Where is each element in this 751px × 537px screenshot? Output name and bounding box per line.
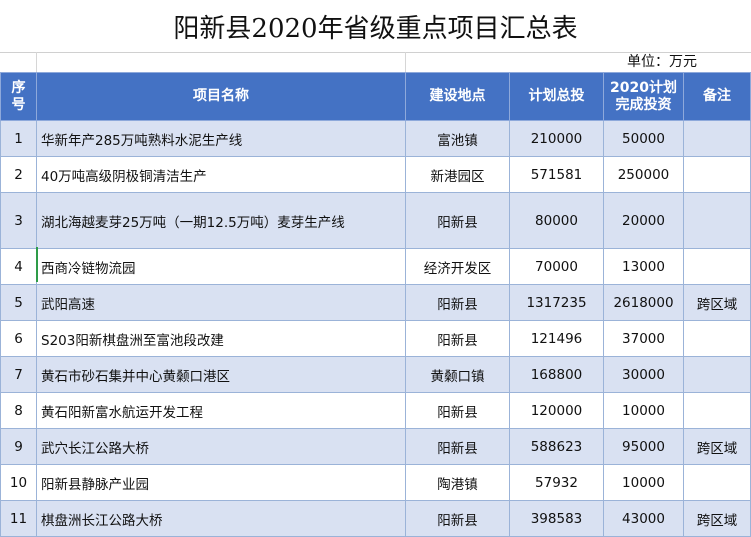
cell-location[interactable]: 阳新县 [405, 284, 510, 321]
cell-plan-total[interactable]: 70000 [509, 248, 604, 285]
cell-name[interactable]: 武阳高速 [36, 284, 406, 321]
cell-name[interactable]: 西商冷链物流园 [36, 248, 406, 285]
cell-plan-2020[interactable]: 50000 [603, 120, 684, 157]
cell-seq[interactable]: 9 [0, 428, 37, 465]
cell-plan-total[interactable]: 588623 [509, 428, 604, 465]
cell-plan-total[interactable]: 121496 [509, 320, 604, 357]
cell-name[interactable]: 40万吨高级阴极铜清洁生产 [36, 156, 406, 193]
header-plan-total[interactable]: 计划总投 [509, 72, 604, 121]
cell-seq[interactable]: 6 [0, 320, 37, 357]
cell-location[interactable]: 经济开发区 [405, 248, 510, 285]
cell-plan-2020[interactable]: 10000 [603, 392, 684, 429]
cell-location[interactable]: 阳新县 [405, 392, 510, 429]
cell-plan-total[interactable]: 120000 [509, 392, 604, 429]
cell-plan-total[interactable]: 210000 [509, 120, 604, 157]
cell-seq[interactable]: 8 [0, 392, 37, 429]
sheet-title: 阳新县2020年省级重点项目汇总表 [0, 0, 751, 53]
cell-location[interactable]: 富池镇 [405, 120, 510, 157]
cell-seq[interactable]: 1 [0, 120, 37, 157]
unit-label-cell: 单位：万元 [405, 52, 750, 72]
cell-seq[interactable]: 3 [0, 192, 37, 249]
cell-remark[interactable]: 跨区域 [683, 500, 751, 537]
cell-remark[interactable]: 跨区域 [683, 428, 751, 465]
cell-plan-total[interactable]: 1317235 [509, 284, 604, 321]
cell-plan-2020[interactable]: 20000 [603, 192, 684, 249]
cell-location[interactable]: 阳新县 [405, 192, 510, 249]
header-plan-2020[interactable]: 2020计划 完成投资 [603, 72, 684, 121]
cell-remark[interactable] [683, 320, 751, 357]
table-row: 2 40万吨高级阴极铜清洁生产 新港园区 571581 250000 [0, 156, 751, 193]
cell-name[interactable]: S203阳新棋盘洲至富池段改建 [36, 320, 406, 357]
table-row: 11 棋盘洲长江公路大桥 阳新县 398583 43000 跨区域 [0, 500, 751, 537]
cell-name[interactable]: 阳新县静脉产业园 [36, 464, 406, 501]
header-seq[interactable]: 序 号 [0, 72, 37, 121]
header-remark[interactable]: 备注 [683, 72, 751, 121]
cell-name[interactable]: 华新年产285万吨熟料水泥生产线 [36, 120, 406, 157]
table-row: 3 湖北海越麦芽25万吨（一期12.5万吨）麦芽生产线 阳新县 80000 20… [0, 192, 751, 249]
cell-remark[interactable] [683, 192, 751, 249]
table-row: 4 西商冷链物流园 经济开发区 70000 13000 [0, 248, 751, 285]
cell-plan-total[interactable]: 57932 [509, 464, 604, 501]
cell-plan-2020[interactable]: 2618000 [603, 284, 684, 321]
table-row: 1 华新年产285万吨熟料水泥生产线 富池镇 210000 50000 [0, 120, 751, 157]
cell-remark[interactable] [683, 464, 751, 501]
cell-remark[interactable] [683, 392, 751, 429]
cell-location[interactable]: 阳新县 [405, 428, 510, 465]
header-name[interactable]: 项目名称 [36, 72, 406, 121]
cell-seq[interactable]: 5 [0, 284, 37, 321]
table-row: 9 武穴长江公路大桥 阳新县 588623 95000 跨区域 [0, 428, 751, 465]
cell-seq[interactable]: 11 [0, 500, 37, 537]
table-row: 10 阳新县静脉产业园 陶港镇 57932 10000 [0, 464, 751, 501]
selection-marker [36, 247, 38, 282]
cell-plan-2020[interactable]: 30000 [603, 356, 684, 393]
cell-location[interactable]: 新港园区 [405, 156, 510, 193]
table-row: 8 黄石阳新富水航运开发工程 阳新县 120000 10000 [0, 392, 751, 429]
table-row: 5 武阳高速 阳新县 1317235 2618000 跨区域 [0, 284, 751, 321]
table-header-row: 序 号 项目名称 建设地点 计划总投 2020计划 完成投资 备注 [0, 72, 751, 121]
cell-name[interactable]: 湖北海越麦芽25万吨（一期12.5万吨）麦芽生产线 [36, 192, 406, 249]
cell-remark[interactable] [683, 156, 751, 193]
cell-location[interactable]: 陶港镇 [405, 464, 510, 501]
cell-name[interactable]: 黄石市砂石集并中心黄颡口港区 [36, 356, 406, 393]
cell-plan-2020[interactable]: 95000 [603, 428, 684, 465]
cell-plan-2020[interactable]: 13000 [603, 248, 684, 285]
header-location[interactable]: 建设地点 [405, 72, 510, 121]
cell-location[interactable]: 阳新县 [405, 320, 510, 357]
cell-plan-2020[interactable]: 37000 [603, 320, 684, 357]
cell-remark[interactable]: 跨区域 [683, 284, 751, 321]
cell-seq[interactable]: 4 [0, 248, 37, 285]
cell-seq[interactable]: 2 [0, 156, 37, 193]
cell-remark[interactable] [683, 356, 751, 393]
cell-name[interactable]: 武穴长江公路大桥 [36, 428, 406, 465]
cell-seq[interactable]: 7 [0, 356, 37, 393]
unit-label: 单位：万元 [627, 54, 697, 70]
cell-name[interactable]: 黄石阳新富水航运开发工程 [36, 392, 406, 429]
cell-plan-total[interactable]: 80000 [509, 192, 604, 249]
gridline [405, 52, 406, 72]
cell-remark[interactable] [683, 248, 751, 285]
cell-plan-2020[interactable]: 250000 [603, 156, 684, 193]
cell-name[interactable]: 棋盘洲长江公路大桥 [36, 500, 406, 537]
cell-plan-total[interactable]: 398583 [509, 500, 604, 537]
table-row: 7 黄石市砂石集并中心黄颡口港区 黄颡口镇 168800 30000 [0, 356, 751, 393]
cell-location[interactable]: 黄颡口镇 [405, 356, 510, 393]
cell-plan-total[interactable]: 571581 [509, 156, 604, 193]
cell-plan-2020[interactable]: 10000 [603, 464, 684, 501]
table-row: 6 S203阳新棋盘洲至富池段改建 阳新县 121496 37000 [0, 320, 751, 357]
cell-remark[interactable] [683, 120, 751, 157]
cell-plan-total[interactable]: 168800 [509, 356, 604, 393]
cell-location[interactable]: 阳新县 [405, 500, 510, 537]
cell-plan-2020[interactable]: 43000 [603, 500, 684, 537]
project-table: 序 号 项目名称 建设地点 计划总投 2020计划 完成投资 备注 1 华新年产… [0, 72, 751, 537]
cell-seq[interactable]: 10 [0, 464, 37, 501]
gridline [36, 52, 37, 72]
